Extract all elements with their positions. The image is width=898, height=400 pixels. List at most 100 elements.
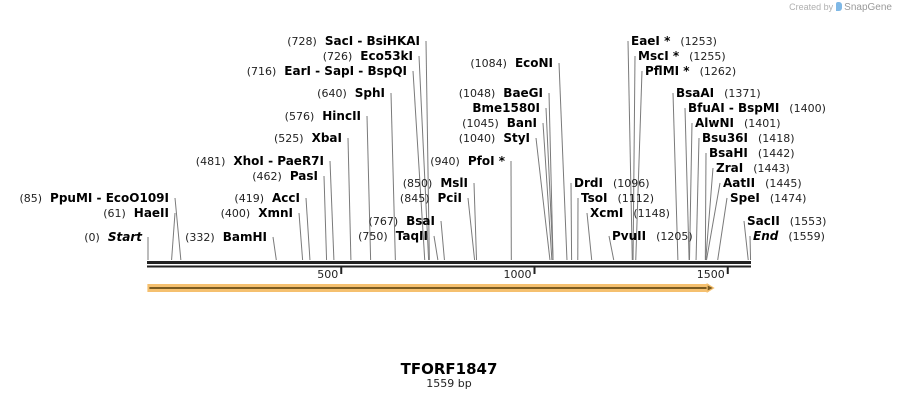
site-enzyme-name: PflMI *: [645, 64, 690, 78]
restriction-site[interactable]: TaqII (750): [358, 229, 428, 243]
site-connector: [542, 122, 553, 261]
restriction-site[interactable]: XcmI (1148): [590, 206, 670, 220]
restriction-site[interactable]: XhoI - PaeR7I (481): [196, 154, 324, 168]
site-position: (845): [400, 192, 430, 205]
site-connector: [171, 212, 176, 261]
site-connector: [743, 220, 749, 261]
site-connector: [749, 235, 752, 261]
site-enzyme-name: BamHI: [223, 230, 267, 244]
restriction-site[interactable]: XmnI (400): [221, 206, 293, 220]
site-position: (750): [358, 230, 388, 243]
restriction-site[interactable]: EcoNI (1084): [470, 56, 553, 70]
restriction-site[interactable]: End (1559): [753, 229, 825, 243]
site-enzyme-name: ZraI: [716, 161, 743, 175]
tick-mark: [726, 267, 729, 274]
restriction-site[interactable]: PfoI * (940): [430, 154, 505, 168]
site-position: (1205): [656, 230, 693, 243]
restriction-site[interactable]: SacII (1553): [747, 214, 826, 228]
site-enzyme-name: PasI: [290, 169, 318, 183]
site-enzyme-name: PfoI *: [468, 154, 506, 168]
restriction-site[interactable]: PpuMI - EcoO109I (85): [19, 191, 169, 205]
site-position: (1045): [462, 117, 499, 130]
site-connector: [635, 70, 643, 261]
site-position: (85): [19, 192, 42, 205]
site-enzyme-name: AlwNI: [695, 116, 734, 130]
restriction-site[interactable]: HincII (576): [285, 109, 361, 123]
feature-arrowhead-inner-icon: [707, 285, 713, 291]
restriction-site-labels: Start (0) HaeII (61) PpuMI - EcoO109I (85) Bam…: [19, 34, 826, 244]
restriction-site[interactable]: BaeGI (1048): [459, 86, 543, 100]
site-position: (1255): [689, 50, 726, 63]
restriction-site[interactable]: BanI (1045): [462, 116, 537, 130]
restriction-site[interactable]: PvuII (1205): [612, 229, 693, 243]
site-enzyme-name: BsaHI: [709, 146, 748, 160]
restriction-site[interactable]: ZraI (1443): [716, 161, 790, 175]
site-connector: [390, 92, 396, 261]
site-connector: [672, 92, 679, 261]
restriction-site[interactable]: BsaHI (1442): [709, 146, 794, 160]
site-connector-lines: [147, 40, 752, 261]
site-position: (1253): [680, 35, 717, 48]
restriction-site[interactable]: StyI (1040): [459, 131, 530, 145]
snapgene-branding: Created by SnapGene: [789, 2, 892, 13]
site-position: (576): [285, 110, 315, 123]
site-enzyme-name: SacI - BsiHKAI: [325, 34, 420, 48]
restriction-site[interactable]: PflMI * (1262): [645, 64, 736, 78]
restriction-site[interactable]: XbaI (525): [274, 131, 342, 145]
site-position: (1084): [470, 57, 507, 70]
site-position: (640): [317, 87, 347, 100]
site-connector: [425, 40, 430, 261]
site-enzyme-name: EcoNI: [515, 56, 553, 70]
restriction-site[interactable]: SpeI (1474): [730, 191, 806, 205]
sequence-length: 1559 bp: [426, 377, 472, 390]
site-enzyme-name: XbaI: [312, 131, 342, 145]
site-position: (1400): [789, 102, 826, 115]
restriction-site[interactable]: AccI (419): [234, 191, 300, 205]
restriction-site[interactable]: SacI - BsiHKAI (728): [287, 34, 420, 48]
restriction-site[interactable]: BfuAI - BspMI (1400): [688, 101, 826, 115]
orf-feature-arrow[interactable]: [147, 283, 715, 293]
restriction-site[interactable]: EaeI * (1253): [631, 34, 717, 48]
restriction-site[interactable]: PciI (845): [400, 191, 462, 205]
site-connector: [298, 212, 304, 261]
restriction-site[interactable]: BsaAI (1371): [676, 86, 761, 100]
site-enzyme-name: SphI: [355, 86, 385, 100]
restriction-site[interactable]: BamHI (332): [185, 230, 267, 244]
site-position: (332): [185, 231, 215, 244]
restriction-site[interactable]: Bsu36I (1418): [702, 131, 795, 145]
restriction-site[interactable]: AatII (1445): [723, 176, 802, 190]
tick-mark: [533, 267, 536, 274]
site-enzyme-name: HaeII: [134, 206, 169, 220]
site-enzyme-name: DrdI: [574, 176, 603, 190]
site-connector: [323, 175, 328, 261]
site-enzyme-name: End: [753, 229, 779, 243]
restriction-site[interactable]: AlwNI (1401): [695, 116, 781, 130]
site-position: (728): [287, 35, 317, 48]
site-enzyme-name: PvuII: [612, 229, 646, 243]
site-position: (767): [369, 215, 399, 228]
site-position: (419): [234, 192, 264, 205]
site-position: (1445): [765, 177, 802, 190]
restriction-site[interactable]: BsaI (767): [369, 214, 435, 228]
site-enzyme-name: EaeI *: [631, 34, 671, 48]
restriction-site[interactable]: Eco53kI (726): [323, 49, 413, 63]
sequence-backbone[interactable]: [147, 261, 751, 268]
restriction-site[interactable]: SphI (640): [317, 86, 385, 100]
restriction-site[interactable]: Start (0): [84, 230, 143, 244]
site-connector: [440, 220, 445, 261]
restriction-site[interactable]: MslI (850): [403, 176, 468, 190]
site-connector: [272, 236, 277, 261]
restriction-site[interactable]: EarI - SapI - BspQI (716): [247, 64, 407, 78]
site-connector: [705, 167, 714, 261]
site-enzyme-name: EarI - SapI - BspQI: [284, 64, 407, 78]
restriction-site[interactable]: PasI (462): [252, 169, 318, 183]
restriction-site[interactable]: Bme1580I: [472, 101, 540, 115]
site-enzyme-name: Start: [108, 230, 143, 244]
restriction-site[interactable]: MscI * (1255): [638, 49, 726, 63]
restriction-site[interactable]: HaeII (61): [103, 206, 169, 220]
site-position: (850): [403, 177, 433, 190]
site-connector: [329, 160, 335, 261]
restriction-site[interactable]: DrdI (1096): [574, 176, 650, 190]
site-enzyme-name: XcmI: [590, 206, 623, 220]
restriction-site[interactable]: TsoI (1112): [581, 191, 654, 205]
